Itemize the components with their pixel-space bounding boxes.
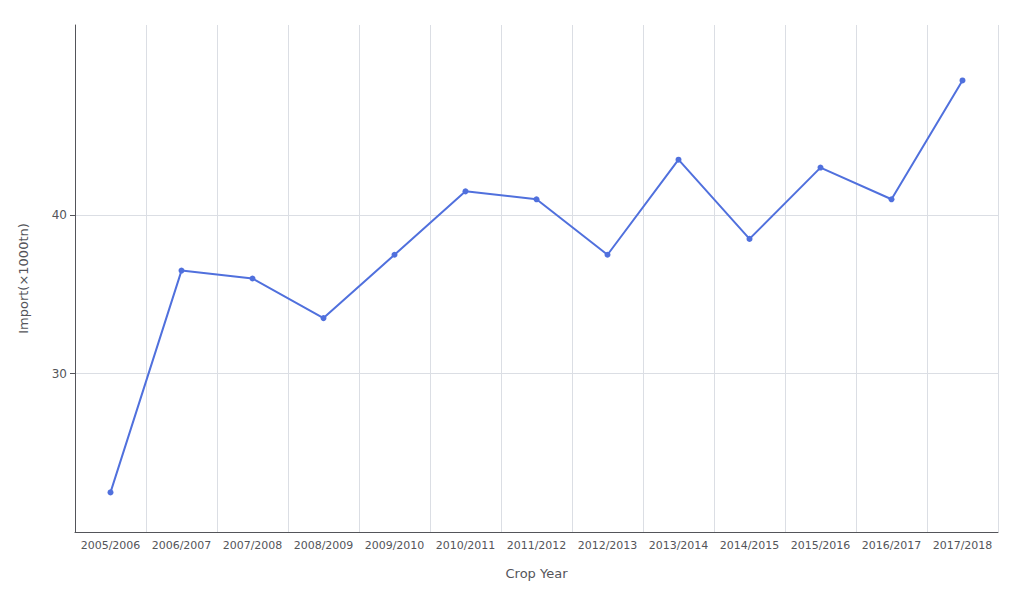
svg-text:2012/2013: 2012/2013: [578, 539, 638, 552]
svg-text:2008/2009: 2008/2009: [294, 539, 354, 552]
svg-text:2010/2011: 2010/2011: [436, 539, 496, 552]
svg-text:Crop Year: Crop Year: [506, 566, 569, 581]
svg-text:30: 30: [52, 367, 67, 381]
svg-text:2009/2010: 2009/2010: [365, 539, 425, 552]
svg-text:40: 40: [52, 208, 67, 222]
svg-text:2007/2008: 2007/2008: [223, 539, 283, 552]
svg-text:2017/2018: 2017/2018: [933, 539, 993, 552]
svg-text:2015/2016: 2015/2016: [791, 539, 851, 552]
svg-text:Import(×1000tn): Import(×1000tn): [16, 223, 31, 334]
svg-text:2016/2017: 2016/2017: [862, 539, 922, 552]
svg-text:2013/2014: 2013/2014: [649, 539, 709, 552]
svg-text:2005/2006: 2005/2006: [81, 539, 141, 552]
svg-text:2014/2015: 2014/2015: [720, 539, 780, 552]
svg-text:2006/2007: 2006/2007: [152, 539, 212, 552]
svg-text:2011/2012: 2011/2012: [507, 539, 567, 552]
